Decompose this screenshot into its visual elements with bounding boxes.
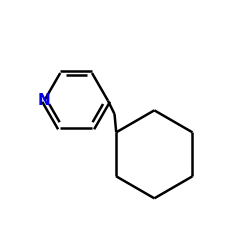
- Text: N: N: [38, 93, 51, 108]
